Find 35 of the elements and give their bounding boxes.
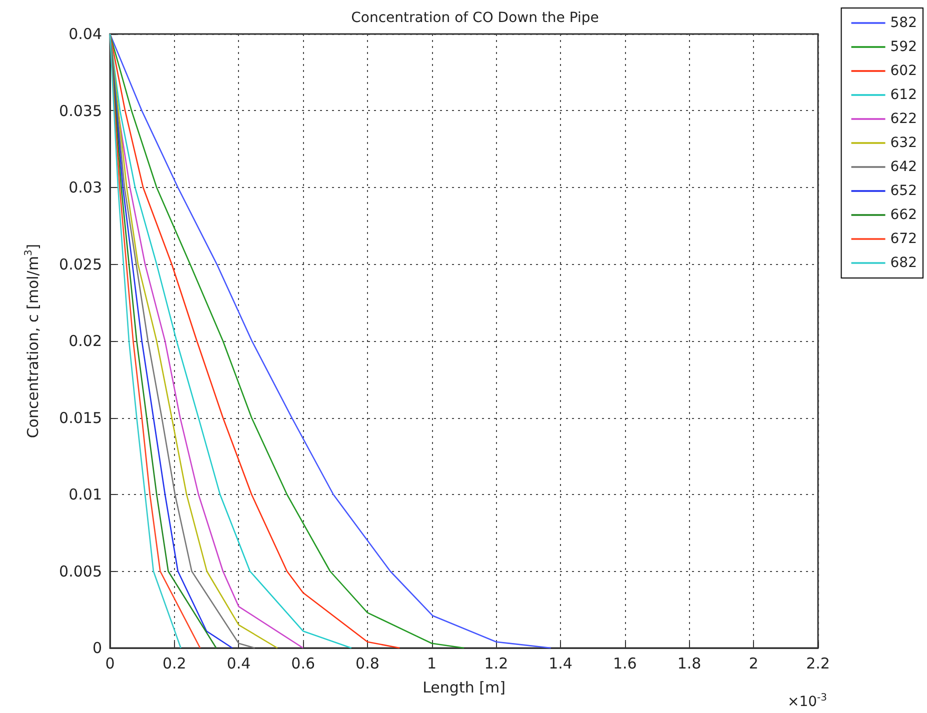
legend-label: 672 (890, 231, 918, 247)
y-tick-label: 0.01 (68, 486, 102, 504)
x-tick-label: 0 (105, 654, 115, 672)
y-tick-label: 0.005 (59, 562, 102, 580)
legend-label: 612 (890, 87, 918, 103)
x-tick-label: 2.2 (806, 654, 830, 672)
legend-label: 662 (890, 207, 918, 223)
legend-label: 622 (890, 111, 918, 127)
y-tick-label: 0.03 (68, 178, 102, 196)
legend-label: 642 (890, 159, 918, 175)
y-axis-title: Concentration, c [mol/m3] (24, 244, 42, 438)
legend-label: 632 (890, 135, 918, 151)
y-tick-label: 0.025 (59, 255, 102, 274)
legend-label: 602 (890, 63, 918, 79)
x-tick-label: 0.8 (356, 654, 380, 672)
x-tick-label: 0.6 (291, 654, 316, 672)
legend-label: 652 (890, 183, 918, 199)
y-tick-label: 0 (92, 639, 102, 657)
legend-label: 592 (890, 39, 918, 55)
x-tick-label: 1.2 (484, 654, 508, 672)
x-tick-label: 1.4 (548, 654, 572, 672)
x-tick-label: 1.8 (677, 654, 702, 672)
y-tick-label: 0.02 (68, 332, 102, 350)
x-tick-label: 0.2 (162, 654, 186, 672)
chart-title: Concentration of CO Down the Pipe (351, 10, 599, 26)
legend-label: 582 (890, 15, 918, 31)
x-tick-label: 2 (748, 654, 758, 672)
x-tick-label: 1.6 (612, 654, 637, 672)
y-tick-label: 0.035 (59, 102, 102, 120)
x-tick-label: 0.4 (226, 654, 251, 672)
y-tick-label: 0.015 (59, 408, 102, 427)
x-axis-title: Length [m] (422, 678, 506, 696)
legend-label: 682 (890, 255, 918, 271)
y-tick-label: 0.04 (68, 25, 102, 43)
x-tick-label: 1 (427, 654, 437, 672)
